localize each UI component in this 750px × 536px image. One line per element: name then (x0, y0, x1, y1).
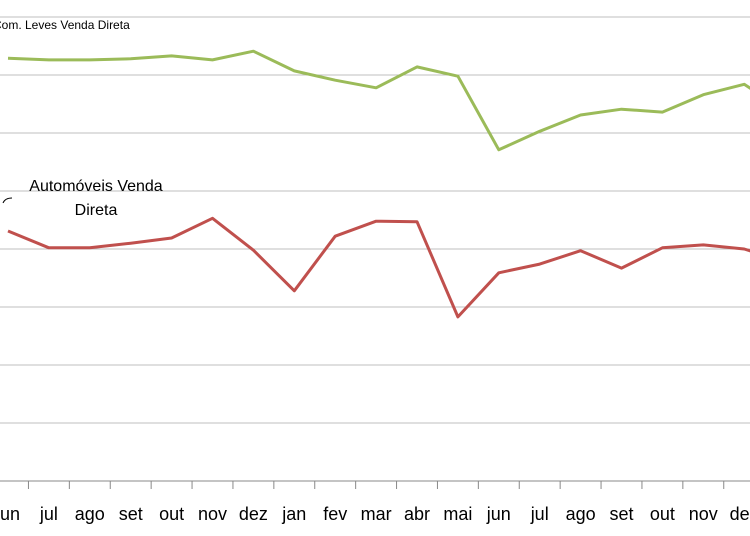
x-tick-label: jun (0, 504, 20, 524)
series-label: Automóveis Venda Direta (29, 178, 163, 219)
x-tick-label: jan (281, 504, 306, 524)
x-tick-label: nov (689, 504, 718, 524)
x-tick-label: ago (566, 504, 596, 524)
x-tick-label: mai (443, 504, 472, 524)
x-tick-label: out (159, 504, 184, 524)
x-tick-label: jun (486, 504, 511, 524)
x-tick-label: abr (404, 504, 430, 524)
x-tick-label: dez (730, 504, 750, 524)
x-tick-label: ago (75, 504, 105, 524)
x-tick-label: jul (39, 504, 58, 524)
leader-line (2, 197, 13, 204)
x-tick-label: mar (361, 504, 392, 524)
series-line (7, 216, 750, 319)
x-tick-label: jul (530, 504, 549, 524)
x-tick-label: set (119, 504, 143, 524)
series-line (7, 49, 750, 152)
x-tick-label: out (650, 504, 675, 524)
x-tick-label: set (609, 504, 633, 524)
x-tick-label: nov (198, 504, 227, 524)
series-label: Com. Leves Venda Direta (0, 18, 130, 32)
x-tick-label: fev (323, 504, 347, 524)
x-tick-label: dez (239, 504, 268, 524)
